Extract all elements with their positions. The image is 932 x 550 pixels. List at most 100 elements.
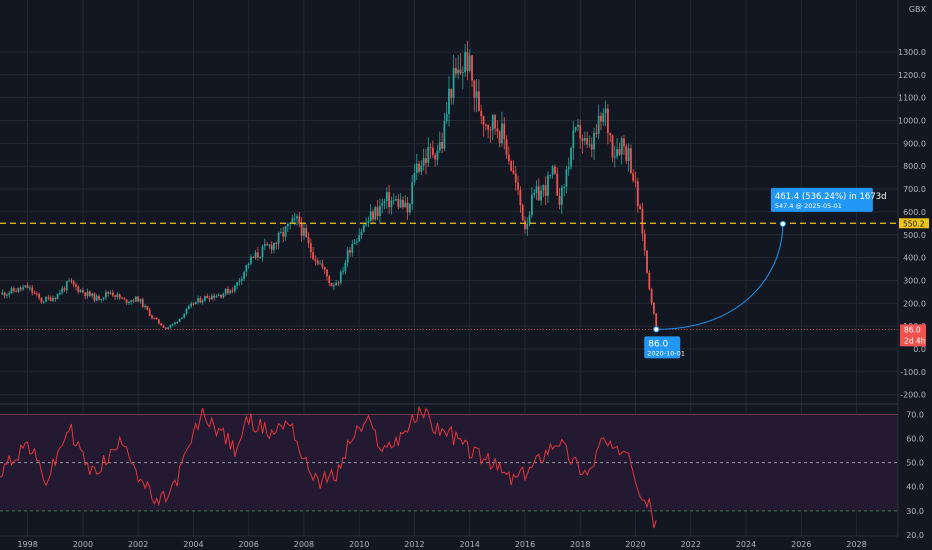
candle-body [98,296,100,300]
price-tick-label: 1100.0 [898,94,926,103]
currency-label: GBX [909,5,927,14]
candle-body [441,142,443,149]
candle-body [395,199,397,201]
candle-body [148,309,151,316]
candle-body [634,180,637,182]
candle-body [84,292,87,297]
time-tick-label: 2012 [404,540,424,549]
candle-body [19,287,22,290]
candle-body [181,317,183,319]
projection-note-sub: 547.4 @ 2025-05-01 [775,202,842,210]
projection-curve[interactable] [656,223,784,330]
candle-body [560,187,563,205]
candle-body [632,172,635,181]
time-tick-label: 2010 [349,540,369,549]
candle-body [72,281,75,285]
candle-body [77,286,80,292]
time-tick-label: 2028 [846,540,866,549]
candle-body [512,170,515,174]
projection-start-dot[interactable] [653,326,660,333]
candle-body [431,147,434,156]
candle-body [201,300,204,303]
candle-body [533,193,536,195]
candle-body [517,182,519,190]
candle-body [29,287,31,289]
candle-body [162,325,165,328]
candle-body [514,173,517,183]
candle-body [10,288,13,293]
candle-body [650,289,653,303]
price-tick-label: 500.0 [903,231,926,240]
candle-body [229,290,232,294]
candle-body [653,302,655,314]
candle-body [590,144,593,150]
candle-body [572,130,575,148]
price-axis-background[interactable] [898,0,932,550]
candle-body [70,280,73,282]
start-note[interactable]: 86.0 2020-10-01 [644,336,685,359]
candle-body [448,88,450,114]
candle-body [171,324,174,326]
candle-body [215,296,218,298]
candle-body [482,116,485,125]
candle-body [609,132,612,136]
candle-body [236,282,239,286]
rsi-tick-label: 40.0 [906,483,924,492]
candle-body [160,323,163,326]
candle-body [627,148,630,161]
candle-body [494,115,496,129]
candle-body [636,181,639,206]
candle-body [111,292,114,296]
candle-body [505,139,508,155]
candle-body [261,246,264,257]
candle-body [620,138,623,155]
time-tick-label: 2008 [294,540,314,549]
projection-note[interactable]: 461.4 (536.24%) in 1673d 547.4 @ 2025-05… [770,187,887,212]
candle-body [26,285,29,288]
candle-body [164,327,167,329]
candle-body [38,294,41,298]
candle-body [618,149,621,155]
candle-body [222,293,225,298]
candle-body [487,124,490,130]
candle-body [167,327,169,329]
candle-body [199,298,202,303]
candle-body [263,244,266,247]
candle-body [385,192,388,202]
candle-body [238,280,241,283]
candle-body [496,128,499,132]
level-tag: 550.2 [899,218,929,229]
candle-body [286,223,289,227]
candle-body [56,293,59,300]
candle-body [392,200,395,202]
candle-body [208,298,211,300]
candle-body [544,185,547,196]
bar-countdown: 2d 4h [904,336,926,345]
candle-body [478,91,480,111]
candle-body [204,296,206,301]
candle-body [185,309,188,314]
candle-body [107,292,110,294]
candle-body [217,294,220,297]
candle-body [270,244,273,250]
candle-body [61,288,64,294]
candle-body [35,293,38,295]
candle-body [484,124,487,126]
candle-body [24,285,27,288]
candle-body [155,318,158,320]
candle-body [473,80,476,98]
candle-body [174,322,176,325]
candle-body [655,313,658,330]
candle-body [31,287,34,293]
candle-body [542,185,545,191]
candle-body [245,264,248,272]
price-tick-label: 900.0 [903,139,926,148]
candle-body [231,290,234,292]
time-axis-ticks[interactable]: 1998 2000 2002 2004 2006 2008 2010 2012 2014 2016… [17,540,866,549]
candle-body [369,211,372,221]
candle-body [303,228,305,236]
candle-body [468,55,471,71]
candle-body [427,147,430,163]
projection-end-arrow-icon[interactable] [779,220,786,228]
